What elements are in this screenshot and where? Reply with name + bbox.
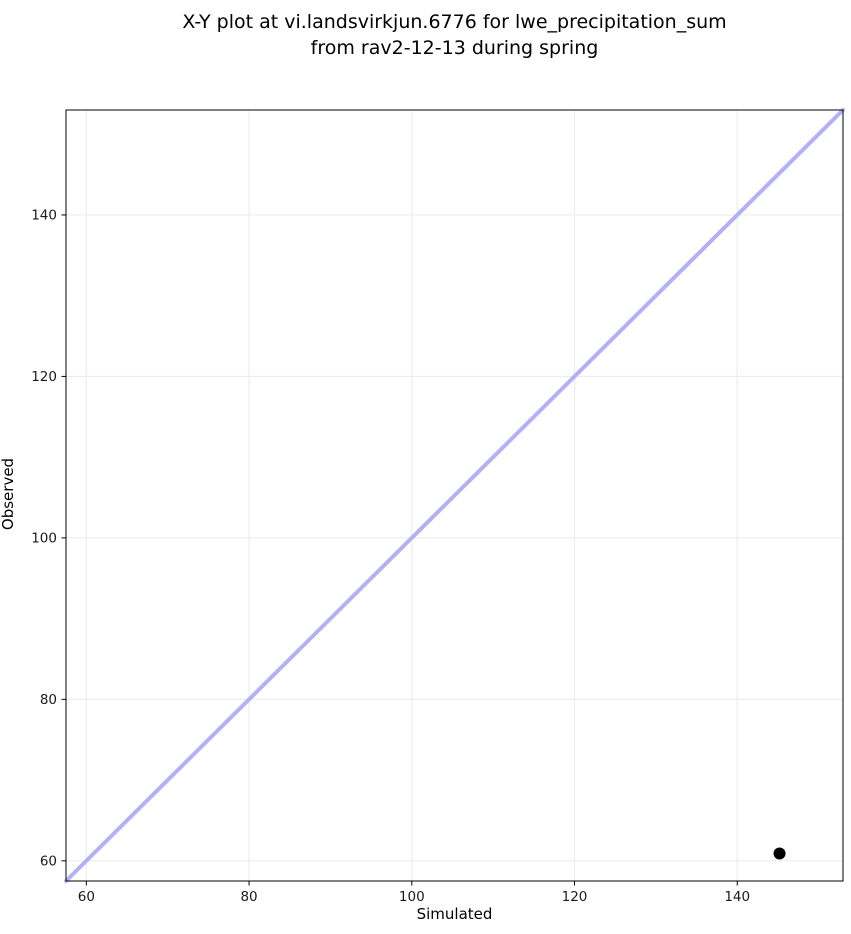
y-tick-label: 80	[40, 692, 57, 708]
plot-frame	[65, 109, 844, 882]
y-axis-label: Observed	[0, 457, 17, 531]
x-tick-label: 60	[78, 889, 95, 905]
identity-line	[64, 108, 845, 883]
x-tick-label: 80	[240, 889, 257, 905]
data-point	[773, 847, 786, 860]
y-tick-label: 140	[31, 207, 57, 223]
chart-title: X-Y plot at vi.landsvirkjun.6776 for lwe…	[66, 10, 843, 61]
y-tick-label: 100	[31, 530, 57, 546]
y-tick-label: 60	[40, 853, 57, 869]
chart-title-line1: X-Y plot at vi.landsvirkjun.6776 for lwe…	[182, 11, 727, 33]
x-tick-label: 140	[724, 889, 750, 905]
x-tick-label: 120	[562, 889, 588, 905]
x-axis-label: Simulated	[416, 905, 493, 923]
chart-title-line2: from rav2-12-13 during spring	[310, 36, 599, 59]
y-tick-label: 120	[31, 369, 57, 385]
x-tick-label: 100	[399, 889, 425, 905]
